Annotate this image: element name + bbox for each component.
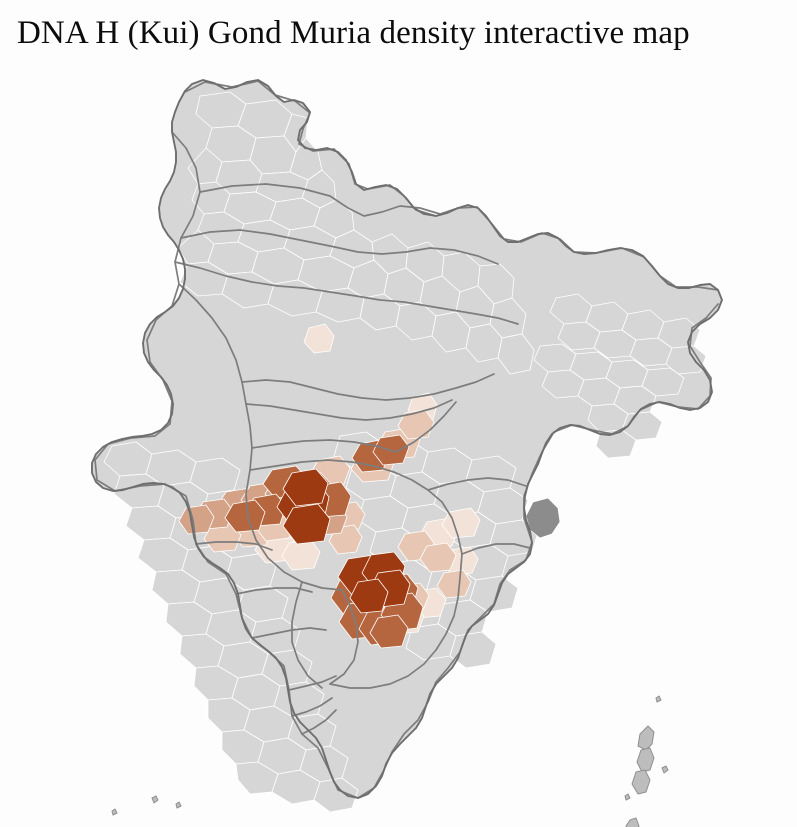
- district-highlight-veryhigh[interactable]: [283, 469, 328, 506]
- district-cell[interactable]: [450, 632, 496, 668]
- district-highlight-medium[interactable]: [179, 505, 214, 534]
- district-highlight-verylow[interactable]: [442, 508, 480, 538]
- page-title: DNA H (Kui) Gond Muria density interacti…: [17, 15, 690, 51]
- district-highlight-verylow[interactable]: [304, 324, 334, 353]
- island-andaman-dot[interactable]: [655, 695, 662, 703]
- district-cell[interactable]: [314, 778, 358, 812]
- island-lakshadweep[interactable]: [151, 795, 159, 804]
- island-andaman-north[interactable]: [637, 725, 655, 751]
- island-andaman-dot[interactable]: [661, 765, 669, 774]
- district-highlight-low[interactable]: [437, 570, 471, 598]
- northern-districts[interactable]: [178, 92, 534, 374]
- district-highlight-high[interactable]: [225, 500, 265, 532]
- india-choropleth-svg[interactable]: [0, 56, 797, 827]
- district-highlight-veryhigh[interactable]: [350, 579, 388, 613]
- district-cell[interactable]: [666, 346, 706, 374]
- district-highlight-veryhigh[interactable]: [283, 504, 330, 544]
- district-highlight-grey-outlier[interactable]: [526, 498, 560, 538]
- district-highlight-low[interactable]: [420, 543, 456, 572]
- map-canvas[interactable]: [0, 56, 797, 827]
- choropleth-highlights[interactable]: [179, 324, 560, 648]
- district-cell[interactable]: [498, 334, 534, 374]
- district-highlight-high[interactable]: [370, 615, 408, 648]
- island-andaman-dot[interactable]: [624, 793, 631, 801]
- country-outline: [92, 80, 722, 798]
- islands[interactable]: [108, 695, 679, 827]
- island-lakshadweep[interactable]: [175, 801, 182, 809]
- island-andaman-south[interactable]: [631, 769, 651, 795]
- northeast-districts[interactable]: [534, 294, 706, 458]
- island-nicobar-car[interactable]: [625, 817, 640, 827]
- island-andaman-middle[interactable]: [636, 747, 655, 773]
- island-lakshadweep[interactable]: [111, 808, 118, 816]
